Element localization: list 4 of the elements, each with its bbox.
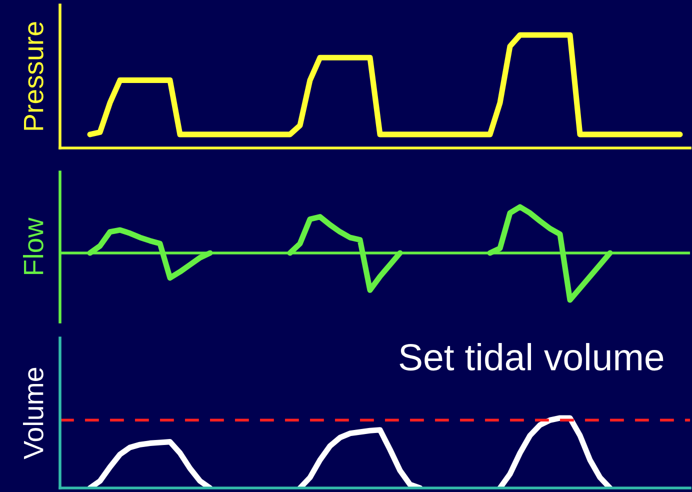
y-axis-title: Volume bbox=[22, 368, 44, 460]
y-axis-title: Pressure bbox=[24, 22, 44, 130]
text: Set tidal volume bbox=[400, 343, 664, 371]
y-axis-title: Flow bbox=[22, 218, 44, 274]
